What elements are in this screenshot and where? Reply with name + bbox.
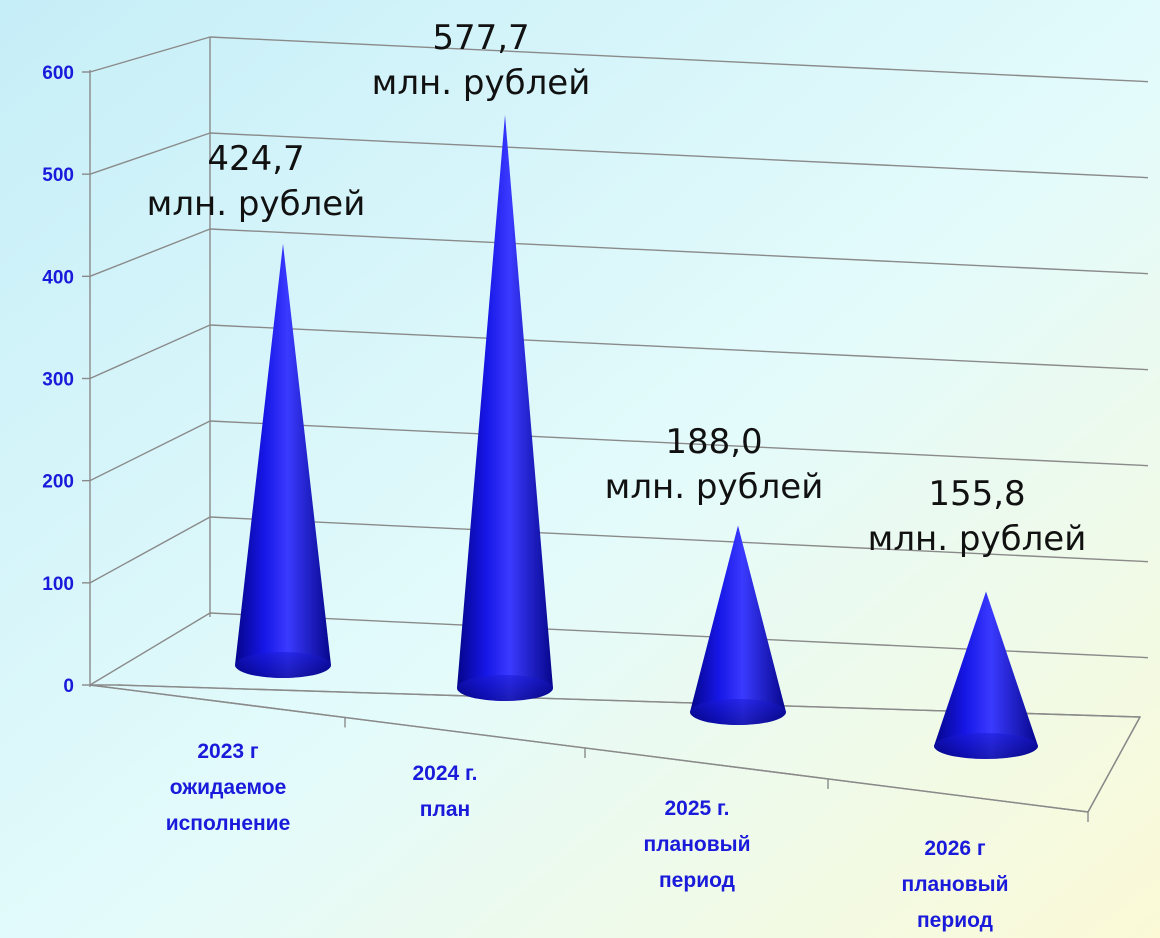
y-tick-label: 500 [42,165,74,186]
floor-front-edge [89,684,1089,813]
back-gridline [209,516,1149,563]
side-gridline [89,612,211,686]
category-label-line: плановый [902,873,1009,896]
cone-bar [457,114,553,701]
side-gridline [89,228,211,277]
y-tick-label: 100 [42,574,74,595]
category-label-line: период [917,909,993,932]
cone-bar [690,525,786,725]
data-label-line: млн. рублей [605,467,824,507]
cone-base [235,652,331,678]
cone-base [934,733,1038,759]
floor-right-edge [1087,716,1141,813]
category-label-line: плановый [644,833,751,856]
data-label-line: 577,7 [432,18,529,58]
category-label: 2024 г. план [412,762,477,821]
category-labels: 2023 г ожидаемое исполнение 2024 г. план 2025… [166,740,1009,932]
data-label-line: 188,0 [665,422,762,462]
category-label-line: 2024 г. [412,762,477,785]
category-label-line: исполнение [166,812,291,835]
category-label-line: 2025 г. [664,797,729,820]
category-label: 2023 г ожидаемое исполнение [166,740,291,835]
cone-bar [235,243,331,678]
y-tick-label: 0 [63,676,74,697]
category-label-line: 2023 г [197,740,259,763]
side-gridline [89,132,211,175]
data-label: 155,8 млн. рублей [868,474,1087,559]
y-tick-label: 200 [42,472,74,493]
cone-base [457,675,553,701]
category-label: 2025 г. плановый период [644,797,751,892]
side-gridline [89,36,211,73]
cone-series [235,114,1038,759]
data-labels: 424,7 млн. рублей 577,7 млн. рублей 188,0 млн… [147,18,1087,559]
side-gridline [89,420,211,482]
category-label-line: ожидаемое [170,776,287,799]
data-label-line: 155,8 [928,474,1025,514]
category-label: 2026 г плановый период [902,837,1009,932]
y-tick-label: 600 [42,63,74,84]
data-label-line: млн. рублей [372,63,591,103]
side-gridline [89,324,211,380]
data-label-line: млн. рублей [868,519,1087,559]
data-label-line: млн. рублей [147,184,366,224]
category-label-line: план [420,798,470,821]
back-gridline [209,132,1149,179]
data-label: 424,7 млн. рублей [147,139,366,224]
category-label-line: 2026 г [924,837,986,860]
back-gridline [209,420,1149,467]
grid-layer [82,36,1149,822]
cone-bar [934,591,1038,759]
data-label: 577,7 млн. рублей [372,18,591,103]
back-gridline [209,324,1149,371]
side-gridline [89,516,211,584]
data-label-line: 424,7 [207,139,304,179]
y-axis-ticks: 0 100 200 300 400 500 600 [42,63,74,697]
back-gridline [209,228,1149,275]
back-gridline [209,36,1149,83]
y-tick-label: 300 [42,370,74,391]
data-label: 188,0 млн. рублей [605,422,824,507]
category-label-line: период [659,869,735,892]
y-tick-label: 400 [42,267,74,288]
cone-base [690,699,786,725]
